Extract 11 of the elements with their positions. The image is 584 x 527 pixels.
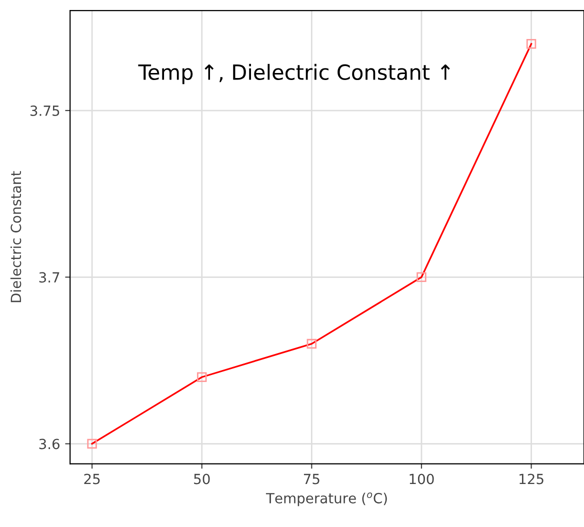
x-tick-label: 100: [410, 474, 434, 484]
y-tick-label: 3.7: [39, 272, 60, 283]
y-tick-label: 3.6: [39, 438, 60, 450]
x-tick-label: 75: [304, 474, 320, 484]
x-tick-label: 25: [84, 474, 100, 484]
annotation: Temp ↑, Dielectric Constant ↑: [138, 64, 450, 84]
y-axis-title: Dielectric Constant: [10, 171, 22, 302]
x-axis-title: Temperature ($^{o}$C): [266, 492, 387, 506]
y-tick-label: 3.75: [30, 105, 60, 116]
x-tick-label: 50: [194, 474, 210, 484]
x-tick-label: 125: [520, 474, 544, 484]
